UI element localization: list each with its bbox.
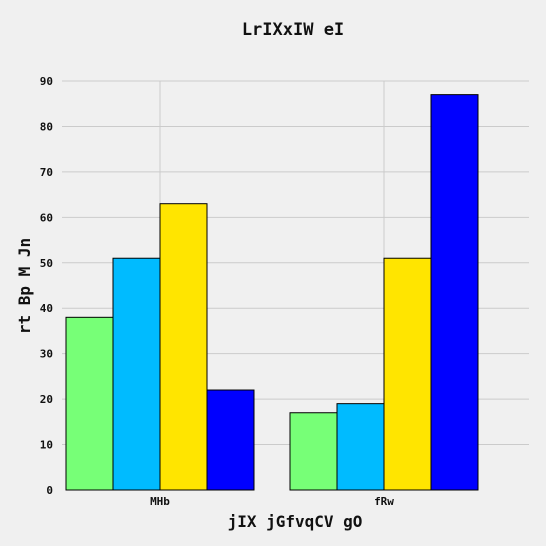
bar — [113, 258, 160, 490]
y-tick-label: 20 — [40, 393, 53, 406]
y-tick-label: 90 — [40, 75, 53, 88]
y-tick-label: 50 — [40, 257, 53, 270]
bar — [384, 258, 431, 490]
x-tick-labels: MHb fRw — [150, 495, 394, 508]
x-tick-label: fRw — [374, 495, 394, 508]
chart-title: LrIXxIW eI — [242, 20, 344, 40]
bar — [207, 390, 254, 490]
y-tick-label: 10 — [40, 439, 53, 452]
x-tick-label: MHb — [150, 495, 170, 508]
y-tick-label: 70 — [40, 166, 53, 179]
x-axis-label: jIX jGfvqCV gO — [228, 512, 363, 531]
y-tick-label: 0 — [46, 484, 53, 497]
y-axis-label: rt Bp M Jn — [15, 238, 34, 334]
y-tick-label: 30 — [40, 348, 53, 361]
bar — [160, 204, 207, 490]
bar — [66, 317, 113, 490]
bar — [431, 95, 478, 490]
bars — [66, 95, 478, 490]
y-tick-labels: 0 10 20 30 40 50 60 70 80 90 — [40, 75, 53, 497]
bar — [337, 404, 384, 490]
y-tick-label: 40 — [40, 302, 53, 315]
y-tick-label: 80 — [40, 120, 53, 133]
bar — [290, 413, 337, 490]
y-tick-label: 60 — [40, 211, 53, 224]
